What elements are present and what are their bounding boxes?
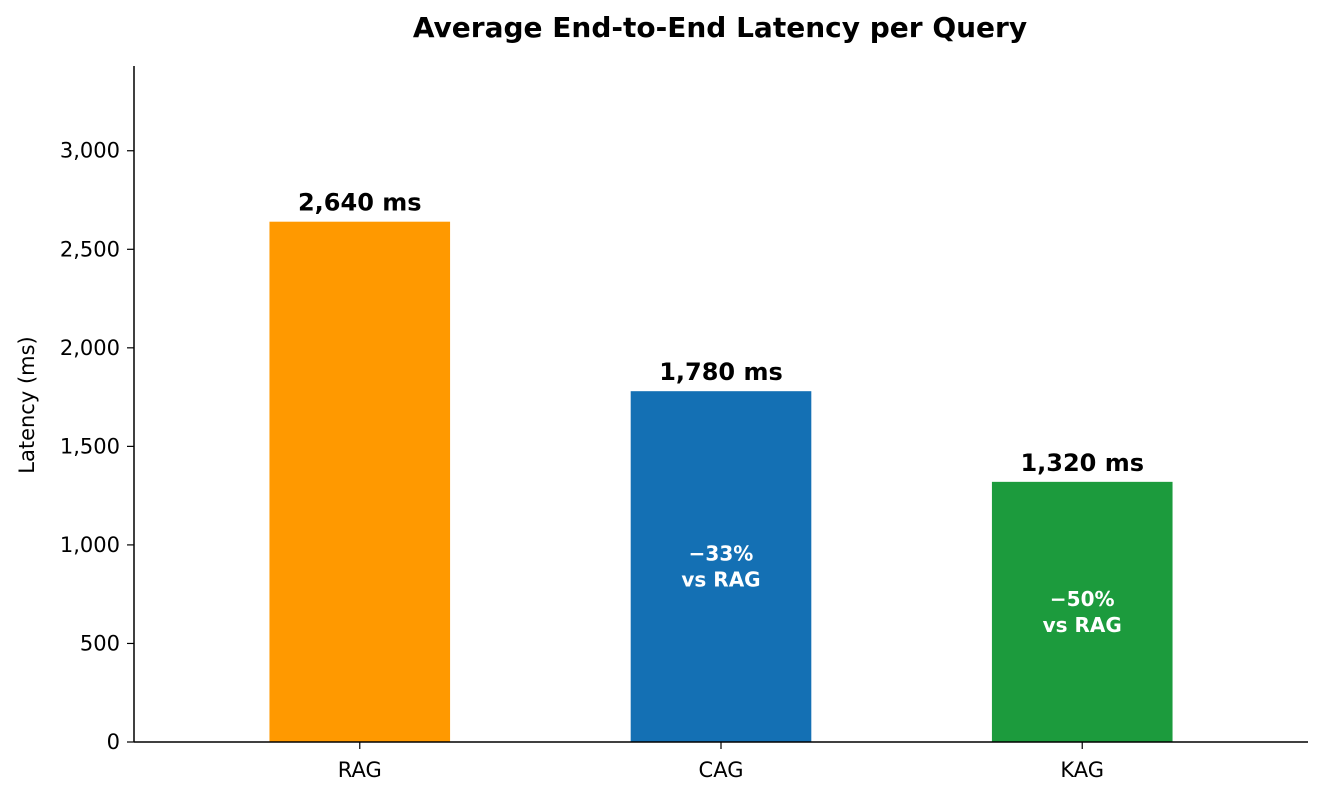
bar-value-label: 1,320 ms <box>1020 449 1144 477</box>
bar-value-label: 1,780 ms <box>659 358 783 386</box>
y-tick-label: 0 <box>107 730 120 754</box>
bar-annotation-change: −50% <box>1050 587 1115 611</box>
y-tick-label: 2,500 <box>60 237 120 261</box>
x-axis-ticks: RAG CAG KAG <box>338 742 1104 782</box>
x-tick-label: RAG <box>338 758 382 782</box>
bar-rag <box>269 221 451 743</box>
bar-value-label: 2,640 ms <box>298 189 422 217</box>
y-tick-label: 2,000 <box>60 336 120 360</box>
bar-annotation-reference: vs RAG <box>681 568 760 592</box>
y-axis-label: Latency (ms) <box>15 336 39 473</box>
y-tick-label: 500 <box>80 631 120 655</box>
bar-cag <box>630 391 812 742</box>
y-tick-label: 1,500 <box>60 434 120 458</box>
x-tick-label: CAG <box>699 758 744 782</box>
bar-annotation-change: −33% <box>689 542 754 566</box>
bar-kag <box>991 481 1173 742</box>
y-tick-label: 3,000 <box>60 139 120 163</box>
x-tick-label: KAG <box>1060 758 1104 782</box>
chart-title: Average End-to-End Latency per Query <box>413 11 1027 44</box>
bar-annotation-reference: vs RAG <box>1043 613 1122 637</box>
y-axis-ticks: 0 500 1,000 1,500 2,000 2,500 3,000 <box>60 139 134 754</box>
y-tick-label: 1,000 <box>60 533 120 557</box>
